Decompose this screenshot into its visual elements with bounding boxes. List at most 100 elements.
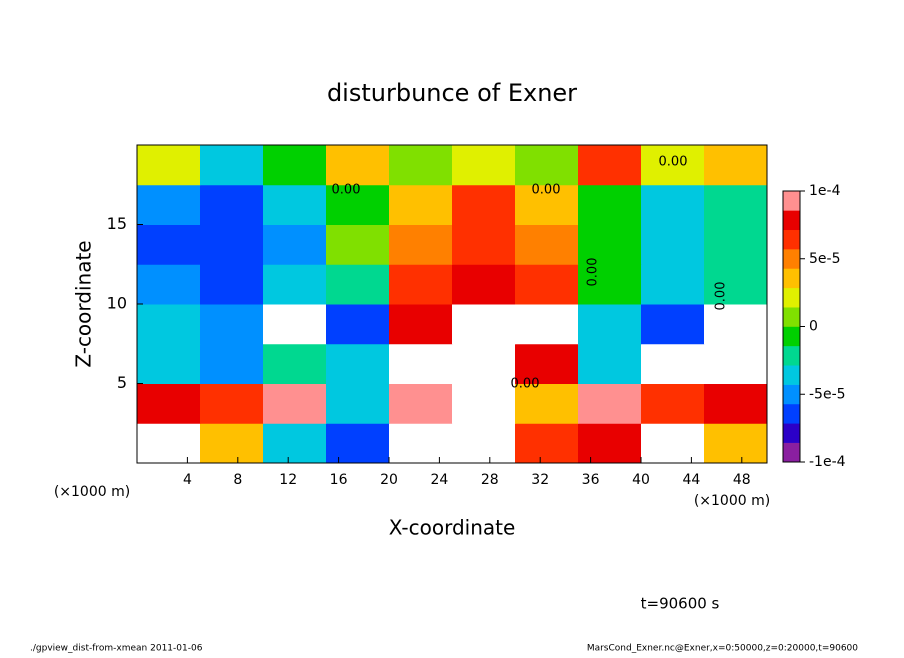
heat-cell (704, 343, 768, 384)
x-tick-label: 24 (430, 472, 448, 488)
heat-cell (326, 224, 390, 265)
x-tick-label: 8 (233, 472, 242, 488)
heat-cell (515, 343, 579, 384)
heat-cell (326, 423, 390, 464)
y-tick-label: 15 (107, 214, 127, 233)
heat-cell (452, 224, 516, 265)
heat-cell (641, 264, 705, 305)
heat-cell (326, 383, 390, 424)
heat-cell (389, 304, 453, 345)
colorbar-swatch (783, 210, 800, 231)
heat-cell (704, 264, 768, 305)
x-unit-label: (×1000 m) (694, 493, 770, 509)
heat-cell (578, 184, 642, 225)
x-tick-label: 4 (183, 472, 192, 488)
colorbar-tick-label: 0 (809, 319, 818, 335)
heat-cell (578, 304, 642, 345)
heat-cell (389, 184, 453, 225)
heat-cell (515, 264, 579, 305)
x-tick-label: 40 (632, 472, 650, 488)
colorbar-swatch (783, 423, 800, 443)
colorbar-swatch (783, 268, 800, 289)
heat-cell (641, 304, 705, 345)
heat-cell (137, 304, 201, 345)
y-tick-label: 5 (117, 373, 127, 392)
colorbar-swatch (783, 326, 800, 347)
heat-cell (641, 343, 705, 384)
time-label: t=90600 s (641, 595, 720, 613)
heat-cell (263, 224, 327, 265)
chart-title: disturbunce of Exner (327, 79, 577, 107)
heat-cell (200, 184, 264, 225)
heat-cell (515, 423, 579, 464)
contour-label: 0.00 (586, 258, 601, 287)
x-tick-label: 44 (682, 472, 700, 488)
x-unit-label: (×1000 m) (54, 484, 130, 500)
heat-cell (452, 304, 516, 345)
heat-cell (137, 145, 201, 186)
heat-cell (200, 304, 264, 345)
heat-cell (389, 383, 453, 424)
heat-cell (263, 184, 327, 225)
colorbar-swatch (783, 403, 800, 424)
footer-right: MarsCond_Exner.nc@Exner,x=0:50000,z=0:20… (587, 644, 858, 654)
heat-cell (263, 304, 327, 345)
heat-cell (452, 383, 516, 424)
contour-label: 0.00 (659, 155, 688, 170)
heat-cell (452, 184, 516, 225)
heat-cell (263, 383, 327, 424)
heat-cell (263, 145, 327, 186)
heat-cell (641, 184, 705, 225)
heat-cell (704, 145, 768, 186)
heat-cell (578, 343, 642, 384)
heat-cell (704, 423, 768, 464)
heat-cell (326, 264, 390, 305)
heat-cell (515, 383, 579, 424)
x-tick-label: 48 (733, 472, 751, 488)
heat-cell (263, 423, 327, 464)
heat-cell (515, 304, 579, 345)
x-tick-label: 28 (481, 472, 499, 488)
heat-cell (452, 423, 516, 464)
heat-cell (389, 343, 453, 384)
contour-label: 0.00 (532, 183, 561, 198)
heat-cell (263, 264, 327, 305)
heat-cell (326, 184, 390, 225)
heat-cell (704, 184, 768, 225)
contour-label: 0.00 (714, 282, 729, 311)
heat-cell (200, 224, 264, 265)
heat-cell (389, 224, 453, 265)
colorbar-swatch (783, 229, 800, 250)
heat-cell (200, 383, 264, 424)
footer-left: ./gpview_dist-from-xmean 2011-01-06 (30, 644, 203, 654)
colorbar-swatch (783, 442, 800, 463)
heat-cell (137, 224, 201, 265)
heat-cell (326, 145, 390, 186)
colorbar-swatch (783, 345, 800, 366)
colorbar-swatch (783, 249, 800, 269)
heat-cell (137, 423, 201, 464)
x-tick-label: 12 (279, 472, 297, 488)
heat-cell (515, 224, 579, 265)
heat-cell (137, 343, 201, 384)
colorbar-tick-label: 5e-5 (809, 251, 840, 267)
heat-cell (200, 264, 264, 305)
heat-cell (515, 145, 579, 186)
heat-cell (137, 383, 201, 424)
heat-cell (452, 264, 516, 305)
heat-cell (704, 383, 768, 424)
heat-cell (200, 423, 264, 464)
heat-cell (200, 145, 264, 186)
colorbar-swatch (783, 365, 800, 385)
heat-cell (326, 304, 390, 345)
heat-cell (452, 343, 516, 384)
colorbar-tick-label: -1e-4 (809, 454, 846, 470)
heat-cell (389, 145, 453, 186)
heat-cell (704, 224, 768, 265)
heat-cell (641, 145, 705, 186)
colorbar-swatch (783, 307, 800, 327)
heat-cell (578, 224, 642, 265)
heat-cell (389, 423, 453, 464)
colorbar-swatch (783, 384, 800, 405)
